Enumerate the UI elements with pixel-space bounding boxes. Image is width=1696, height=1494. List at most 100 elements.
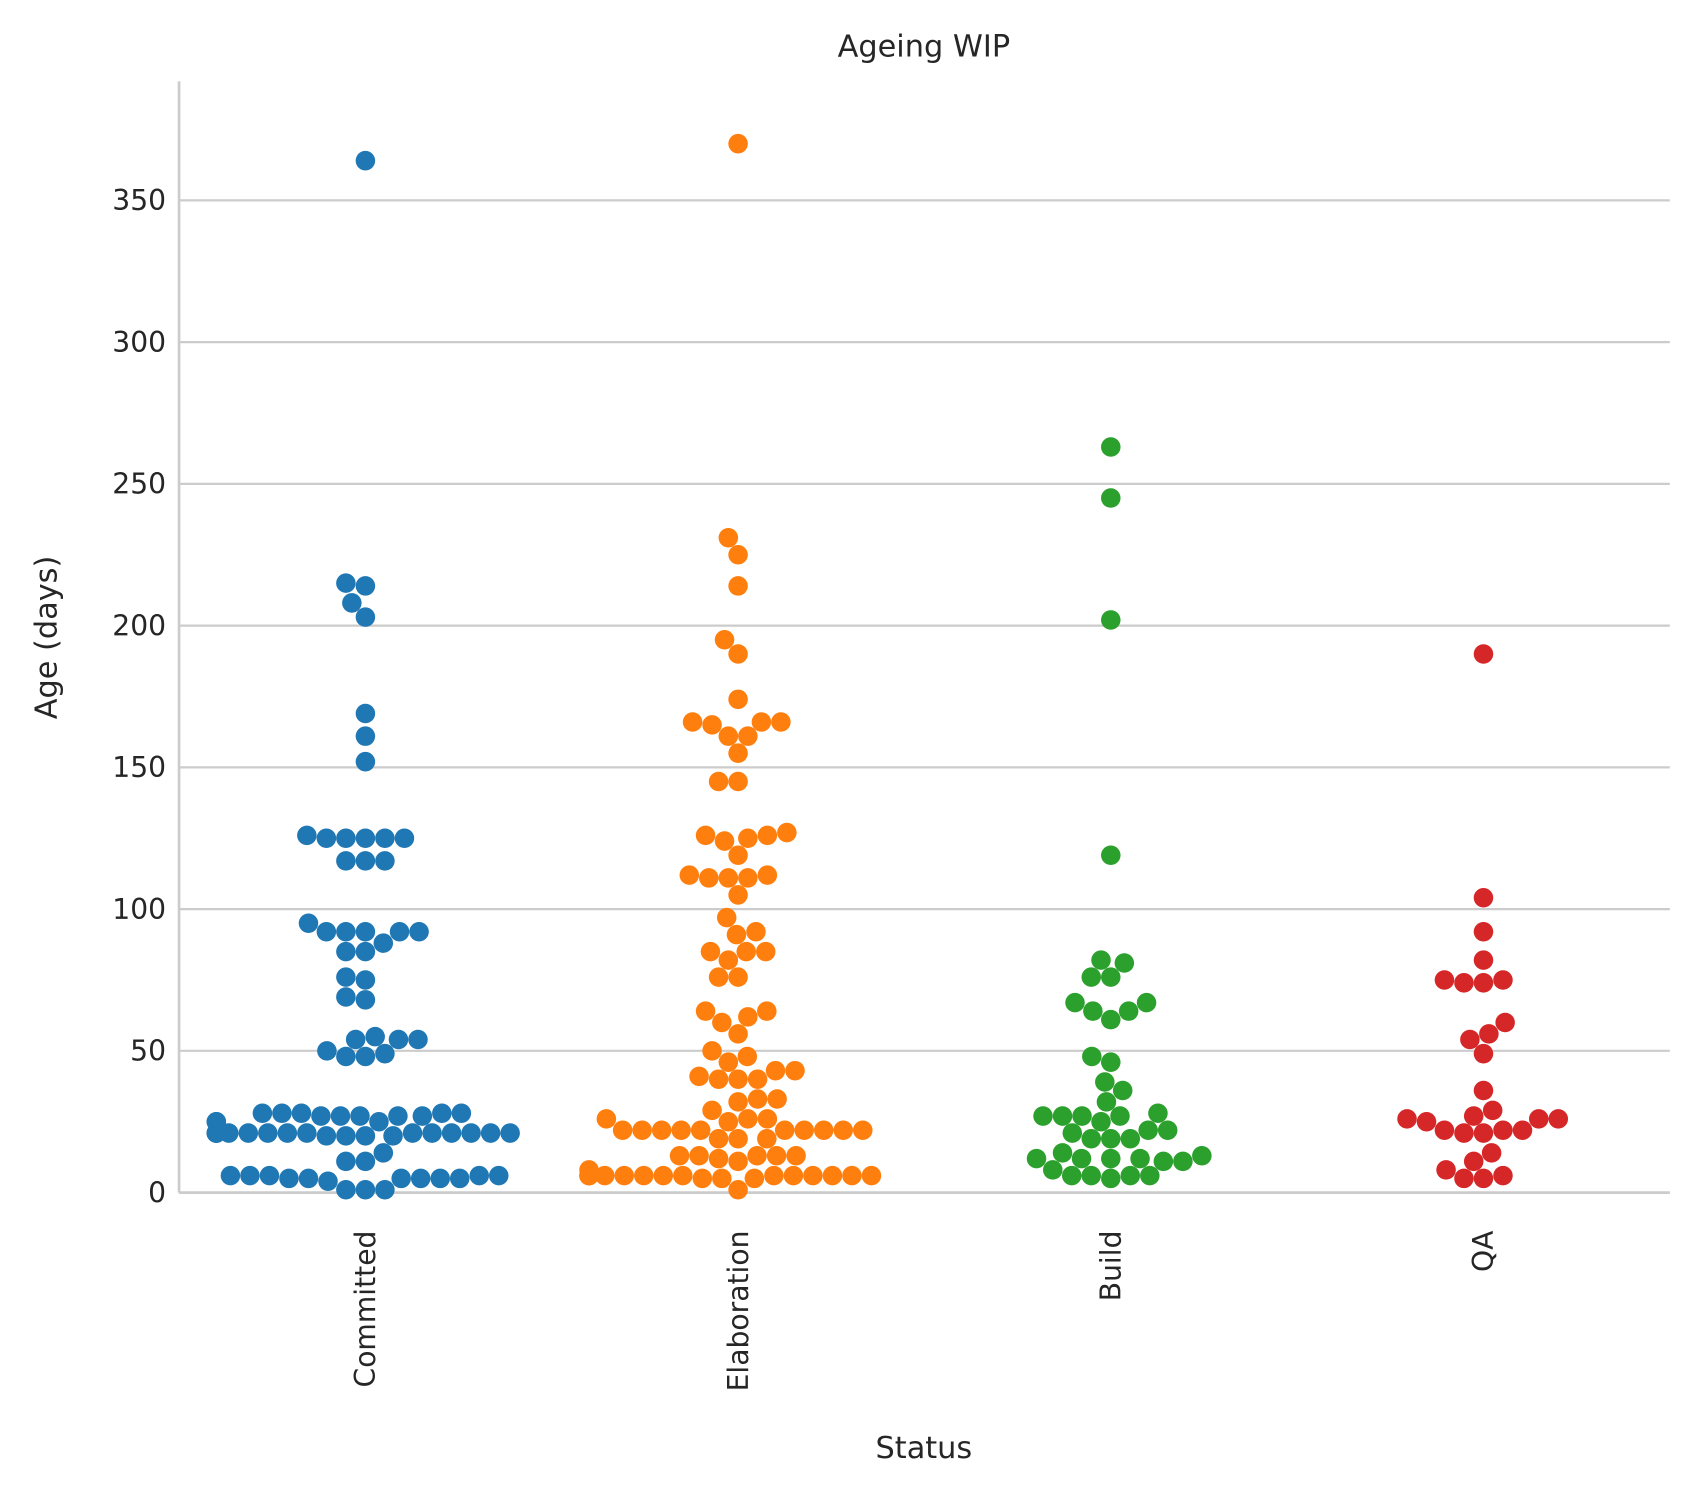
data-point [336, 1126, 356, 1146]
data-point [1138, 1120, 1158, 1140]
data-point [757, 1128, 777, 1149]
data-point [757, 1001, 777, 1021]
data-point [1091, 950, 1111, 970]
data-point [728, 967, 748, 987]
data-point [726, 924, 747, 945]
data-point [1192, 1145, 1212, 1166]
data-point [692, 1168, 713, 1189]
data-point [1473, 922, 1494, 942]
data-point [220, 1165, 241, 1186]
data-point [298, 913, 319, 934]
data-point [1434, 970, 1455, 990]
data-point [1548, 1109, 1569, 1129]
data-point [240, 1165, 260, 1186]
data-point [736, 941, 756, 962]
data-point [1153, 1151, 1174, 1172]
data-point [1473, 1043, 1494, 1064]
data-point [1479, 1024, 1499, 1044]
data-point [1148, 1103, 1168, 1123]
data-point [1460, 1029, 1480, 1050]
data-point [1397, 1109, 1417, 1129]
data-point [728, 1180, 748, 1200]
data-point [712, 1012, 732, 1033]
data-point [702, 1041, 722, 1061]
data-point [673, 1165, 693, 1186]
data-point [634, 1165, 654, 1186]
data-point [336, 987, 356, 1007]
data-point [767, 1089, 787, 1109]
data-point [1118, 1001, 1139, 1021]
data-point [350, 1106, 370, 1126]
data-point [853, 1120, 873, 1140]
data-point [469, 1165, 490, 1186]
x-tick-label: Elaboration [722, 1231, 755, 1392]
data-point [1493, 970, 1513, 990]
data-point [1473, 950, 1494, 970]
data-point [738, 1109, 758, 1129]
data-point [708, 1069, 729, 1089]
data-point [751, 712, 772, 732]
data-point [1083, 1001, 1103, 1021]
data-point [1434, 1120, 1455, 1140]
data-point [1101, 967, 1121, 987]
data-point [728, 689, 748, 710]
data-point [1082, 1046, 1102, 1067]
data-point [728, 576, 748, 596]
data-point [402, 1123, 423, 1143]
data-point [1052, 1106, 1073, 1126]
data-point [1110, 1106, 1130, 1126]
data-point [771, 712, 791, 732]
data-point [708, 1148, 729, 1169]
data-point [728, 1024, 748, 1044]
data-point [738, 1007, 758, 1027]
data-point [318, 1171, 338, 1192]
data-point [336, 941, 356, 962]
data-point [355, 970, 376, 990]
data-point [765, 1060, 786, 1081]
data-point [1473, 1123, 1494, 1143]
data-point [651, 1120, 672, 1140]
data-point [355, 922, 376, 942]
data-point [714, 831, 735, 851]
data-point [671, 1120, 691, 1140]
data-point [1436, 1160, 1456, 1180]
data-point [728, 885, 748, 905]
data-point [737, 1046, 758, 1067]
data-point [702, 1100, 722, 1121]
data-point [755, 941, 776, 962]
data-point [1081, 967, 1102, 987]
data-point [336, 573, 356, 593]
data-point [794, 1120, 814, 1140]
data-point [1112, 1080, 1133, 1101]
data-point [355, 607, 376, 627]
data-point [757, 825, 778, 846]
data-point [383, 1126, 403, 1146]
data-point [1095, 1072, 1115, 1092]
data-point [785, 1060, 805, 1081]
data-point [1033, 1106, 1053, 1126]
data-point [653, 1165, 674, 1186]
data-point [279, 1168, 299, 1189]
data-point [1120, 1165, 1141, 1186]
data-point [336, 967, 356, 987]
data-point [342, 593, 362, 613]
data-point [336, 851, 356, 871]
data-point [316, 828, 337, 848]
data-point [451, 1103, 472, 1123]
data-point [728, 644, 748, 664]
data-point [277, 1123, 298, 1143]
x-axis-label: Status [876, 1431, 973, 1466]
data-point [355, 1126, 376, 1146]
data-point [738, 726, 758, 746]
data-point [375, 851, 395, 871]
data-point [409, 922, 429, 942]
data-point [614, 1165, 635, 1186]
data-point [842, 1165, 862, 1186]
data-point [1081, 1128, 1102, 1149]
data-point [1473, 1168, 1494, 1189]
data-point [1529, 1109, 1549, 1129]
y-tick-label: 250 [112, 468, 166, 501]
data-point [388, 1029, 409, 1050]
data-point [375, 1043, 395, 1064]
data-point [316, 1126, 337, 1146]
